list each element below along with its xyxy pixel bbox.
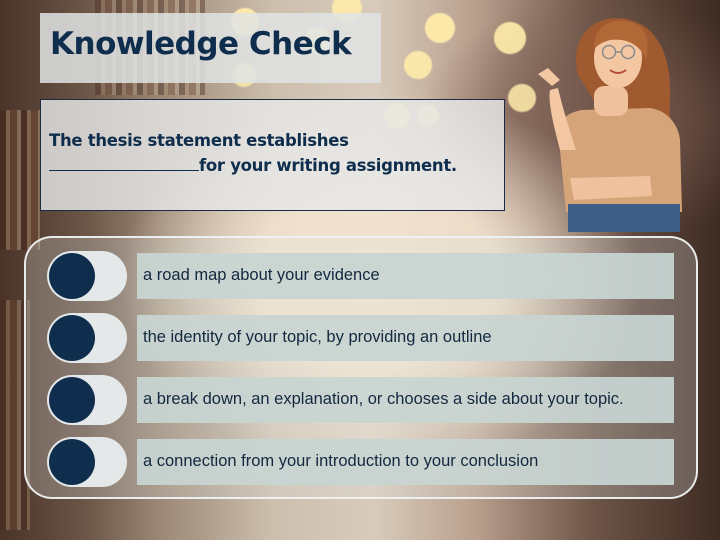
option-2-toggle[interactable] bbox=[47, 313, 127, 363]
option-3-label: a break down, an explanation, or chooses… bbox=[143, 390, 624, 408]
title-panel bbox=[40, 13, 381, 83]
question-text: The thesis statement establishes for your… bbox=[49, 128, 489, 178]
option-4[interactable]: a connection from your introduction to y… bbox=[137, 439, 674, 485]
option-2[interactable]: the identity of your topic, by providing… bbox=[137, 315, 674, 361]
option-2-label: the identity of your topic, by providing… bbox=[143, 328, 492, 346]
question-blank bbox=[49, 156, 199, 171]
toggle-knob-icon bbox=[49, 439, 95, 485]
option-1-label: a road map about your evidence bbox=[143, 266, 380, 284]
toggle-knob-icon bbox=[49, 253, 95, 299]
question-before-blank: The thesis statement establishes bbox=[49, 131, 349, 150]
woman-pointing-photo bbox=[538, 18, 682, 232]
option-1[interactable]: a road map about your evidence bbox=[137, 253, 674, 299]
toggle-knob-icon bbox=[49, 315, 95, 361]
option-4-label: a connection from your introduction to y… bbox=[143, 452, 539, 470]
option-3-toggle[interactable] bbox=[47, 375, 127, 425]
question-after-blank: for your writing assignment. bbox=[199, 156, 457, 175]
option-4-toggle[interactable] bbox=[47, 437, 127, 487]
option-1-toggle[interactable] bbox=[47, 251, 127, 301]
option-3[interactable]: a break down, an explanation, or chooses… bbox=[137, 377, 674, 423]
page-title: Knowledge Check bbox=[50, 26, 352, 62]
toggle-knob-icon bbox=[49, 377, 95, 423]
question-panel bbox=[40, 99, 505, 211]
bookshelf-left bbox=[0, 110, 40, 250]
